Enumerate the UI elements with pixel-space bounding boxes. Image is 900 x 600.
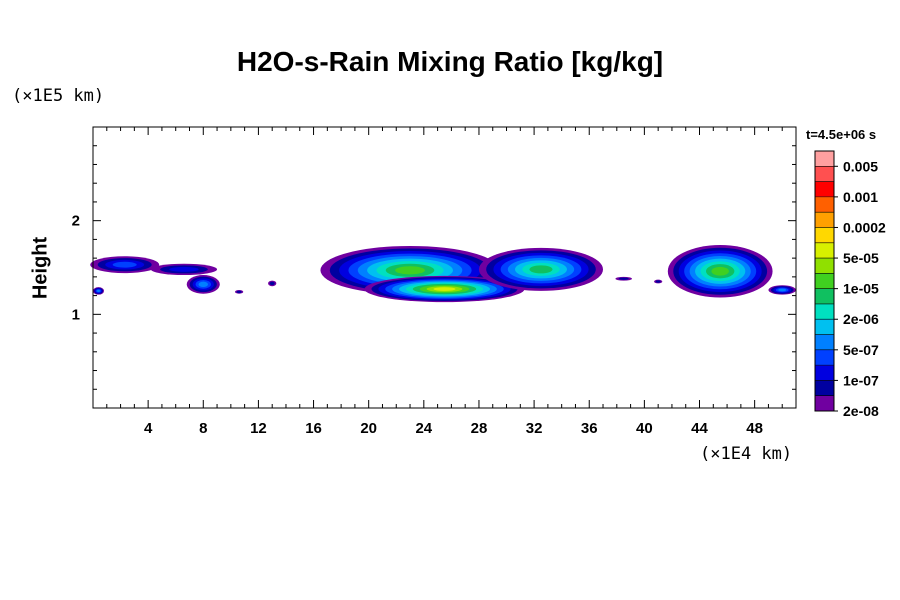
colorbar-swatch: [815, 273, 834, 289]
cloud-5: [234, 289, 244, 294]
x-tick-label: 8: [199, 420, 207, 437]
x-tick-label: 48: [746, 420, 763, 437]
colorbar-label: 2e-06: [843, 311, 879, 327]
plot-frame: [92, 126, 797, 409]
cloud-contour: [169, 266, 199, 272]
cloud-contour: [711, 266, 729, 276]
cloud-10: [615, 276, 632, 281]
y-tick-label: 2: [72, 213, 80, 230]
cloud-4: [186, 274, 220, 294]
cloud-contour: [236, 290, 242, 294]
colorbar-swatch: [815, 151, 834, 167]
colorbar-swatch: [815, 212, 834, 228]
cloud-layer: [90, 245, 796, 303]
cloud-contour: [112, 261, 137, 268]
colorbar-swatch: [815, 242, 834, 259]
colorbar-swatch: [815, 181, 834, 197]
x-tick-label: 28: [471, 420, 488, 437]
colorbar-label: 1e-05: [843, 281, 879, 297]
colorbar-label: 0.0002: [843, 219, 886, 235]
cloud-1: [90, 256, 160, 274]
x-tick-label: 12: [250, 420, 267, 437]
colorbar-label: 2e-08: [843, 403, 879, 419]
colorbar-swatch: [815, 227, 834, 243]
cloud-3: [93, 287, 105, 295]
cloud-contour: [529, 265, 553, 274]
colorbar-swatch: [815, 258, 834, 274]
cloud-contour: [655, 280, 661, 283]
cloud-12: [667, 245, 773, 298]
x-tick-label: 32: [526, 420, 543, 437]
colorbar-swatch: [815, 319, 834, 335]
cloud-contour: [433, 287, 456, 291]
cloud-contour: [395, 266, 425, 275]
chart-title: H2O-s-Rain Mixing Ratio [kg/kg]: [236, 46, 664, 77]
x-tick-label: 36: [581, 420, 598, 437]
colorbar-label: 0.005: [843, 158, 878, 174]
colorbar-swatch: [815, 334, 834, 350]
x-tick-label: 16: [305, 420, 322, 437]
colorbar-swatch: [815, 303, 834, 320]
colorbar-label: 5e-07: [843, 342, 879, 358]
cloud-11: [654, 279, 663, 284]
x-tick-label: 20: [360, 420, 377, 437]
colorbar-label: 5e-05: [843, 250, 879, 266]
cloud-contour: [778, 288, 787, 292]
cloud-contour: [198, 281, 209, 288]
colorbar-label: 0.001: [843, 189, 878, 205]
colorbar-swatch: [815, 380, 834, 396]
colorbar: 0.005 0.001 0.0002 5e-05 1e-05 2e-06 5e-07 1e-0…: [814, 150, 886, 419]
cloud-6: [268, 280, 277, 287]
colorbar-swatch: [815, 196, 834, 213]
colorbar-swatch: [815, 166, 834, 182]
cloud-8: [364, 275, 525, 303]
x-tick-label: 4: [144, 420, 153, 437]
x-tick-label: 24: [415, 420, 432, 437]
x-tick-label: 40: [636, 420, 653, 437]
x-tick-label: 44: [691, 420, 708, 437]
colorbar-swatch: [815, 365, 834, 381]
cloud-contour: [96, 289, 101, 292]
colorbar-swatch: [815, 395, 834, 411]
y-axis-unit: (×1E5 km): [12, 86, 105, 106]
colorbar-label: 1e-07: [843, 372, 879, 388]
colorbar-frame: [814, 150, 835, 412]
cloud-contour: [618, 277, 629, 280]
colorbar-swatch: [815, 349, 834, 366]
cloud-13: [768, 285, 796, 295]
cloud-9: [478, 247, 604, 291]
x-axis-unit: (×1E4 km): [700, 444, 793, 464]
colorbar-swatch: [815, 288, 834, 304]
cloud-2: [150, 263, 218, 275]
y-tick-label: 1: [72, 306, 80, 323]
cloud-contour: [269, 281, 275, 286]
time-stamp: t=4.5e+06 s: [806, 127, 877, 142]
